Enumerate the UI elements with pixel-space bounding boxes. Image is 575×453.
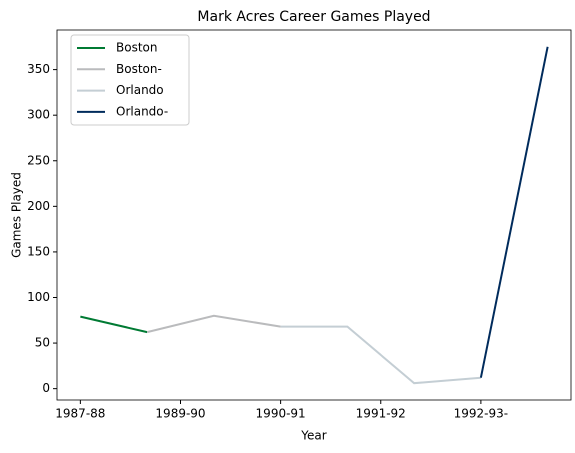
line — [80, 315, 148, 334]
legend-label: Boston- — [116, 62, 162, 76]
line — [280, 325, 481, 385]
line — [479, 46, 549, 378]
legend-label: Orlando- — [116, 104, 168, 118]
x-tick-label: 1992-93- — [454, 407, 508, 421]
legend-label: Orlando — [116, 83, 164, 97]
y-tick-label: 150 — [27, 244, 50, 258]
legend-box — [70, 34, 190, 126]
x-tick-label: 1990-91 — [256, 407, 306, 421]
x-tick-label: 1989-90 — [155, 407, 205, 421]
y-tick-label: 0 — [42, 381, 50, 395]
line — [146, 314, 281, 334]
chart-title: Mark Acres Career Games Played — [197, 9, 430, 25]
y-tick-label: 100 — [27, 290, 50, 304]
y-tick-label: 350 — [27, 62, 50, 76]
y-tick-label: 250 — [27, 153, 50, 167]
x-tick-label: 1991-92 — [356, 407, 406, 421]
legend-label: Boston — [116, 41, 157, 55]
y-tick-label: 50 — [35, 336, 50, 350]
x-axis-label: Year — [300, 429, 326, 443]
y-axis-label: Games Played — [10, 172, 24, 258]
y-tick-label: 200 — [27, 199, 50, 213]
plot-frame — [56, 29, 572, 401]
y-tick-label: 300 — [27, 108, 50, 122]
x-tick-label: 1987-88 — [55, 407, 105, 421]
